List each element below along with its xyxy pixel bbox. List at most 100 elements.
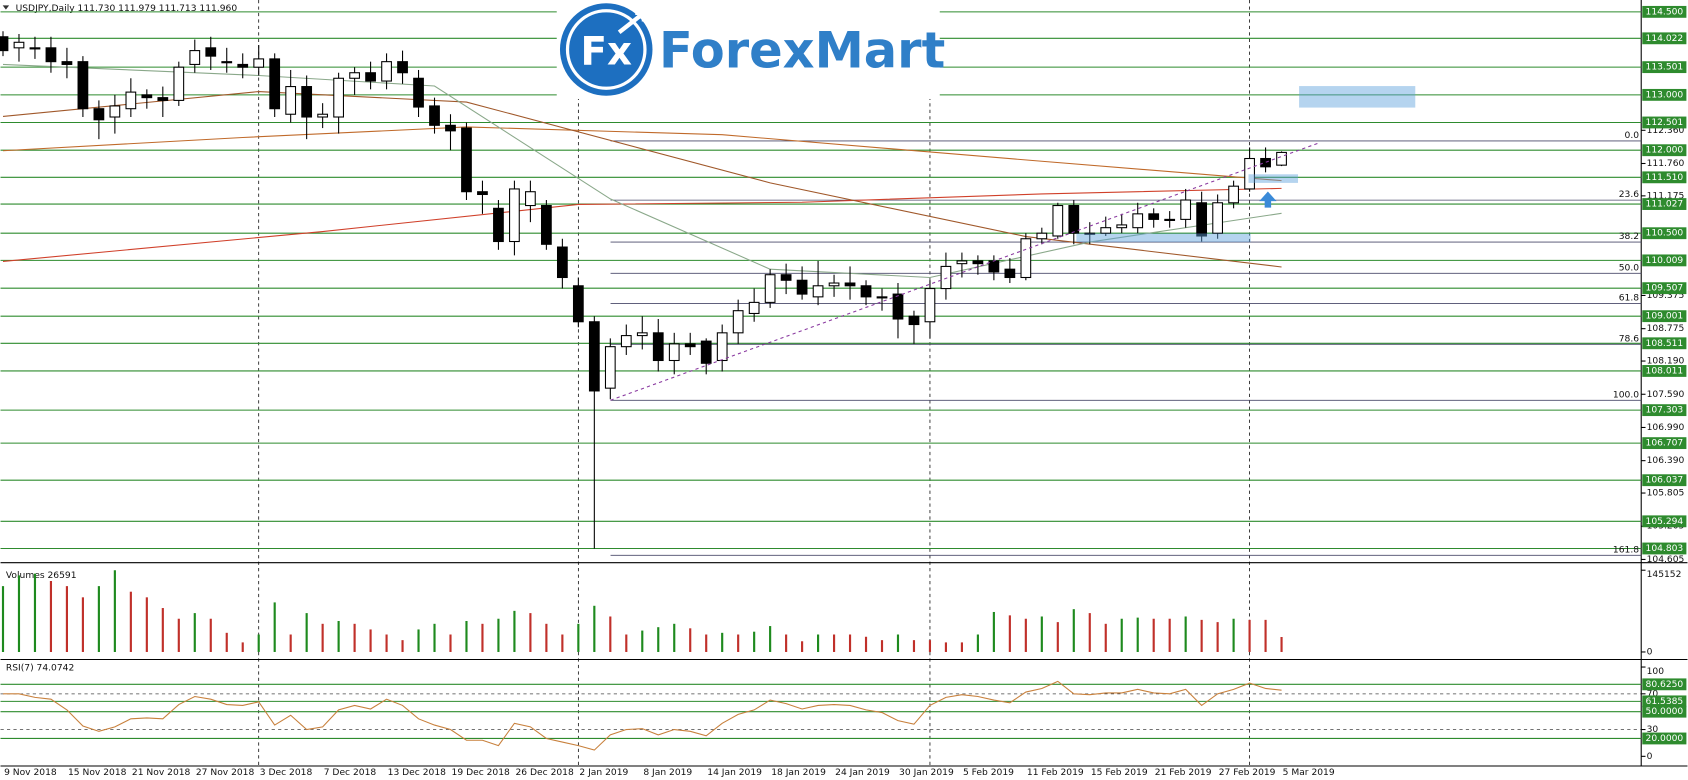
fib-label: 61.8 [1619, 294, 1640, 304]
level-label: 20.0000 [1646, 734, 1684, 744]
level-label: 111.027 [1646, 200, 1684, 210]
candle-body [61, 61, 73, 65]
candle-body [668, 343, 680, 362]
y-tick-label: 100 [1647, 667, 1665, 677]
x-tick-label: 5 Mar 2019 [1283, 768, 1335, 778]
level-label: 110.009 [1646, 256, 1684, 266]
candle-body [1116, 224, 1128, 229]
x-tick-label: 13 Dec 2018 [388, 768, 446, 778]
candle-body [1244, 157, 1255, 190]
candle-body [556, 246, 568, 279]
fib-label: 50.0 [1619, 263, 1640, 273]
candle-body [604, 346, 616, 389]
fib-label: 0.0 [1625, 131, 1640, 141]
candle-body [477, 191, 488, 196]
zone [1076, 233, 1251, 243]
level-label: 108.011 [1646, 366, 1684, 376]
candle-body [157, 97, 169, 101]
level-label: 106.037 [1646, 476, 1684, 486]
logo-mark: Fx [581, 29, 632, 74]
candle-body [684, 343, 696, 348]
candle-body [125, 91, 137, 110]
level-label: 114.022 [1646, 34, 1684, 44]
x-tick-label: 30 Jan 2019 [899, 768, 954, 778]
candle-body [988, 260, 1000, 273]
candle-body [1276, 151, 1287, 166]
candle-body [1036, 232, 1048, 240]
level-label: 109.001 [1646, 312, 1684, 322]
x-tick-label: 21 Feb 2019 [1155, 768, 1212, 778]
candle-body [652, 332, 664, 362]
candle-body [0, 36, 9, 52]
x-tick-label: 27 Nov 2018 [196, 768, 255, 778]
candle-body [1180, 199, 1192, 220]
fib-label: 38.2 [1619, 232, 1639, 242]
x-tick-label: 24 Jan 2019 [835, 768, 890, 778]
y-tick-label: 0 [1647, 752, 1653, 762]
candle-body [1196, 202, 1208, 237]
logo-ring [565, 9, 647, 90]
candle-body [429, 105, 440, 126]
x-tick-label: 7 Dec 2018 [324, 768, 377, 778]
pane-title: Volumes 26591 [6, 571, 77, 581]
candle-body [1052, 205, 1064, 237]
candle-body [860, 285, 872, 298]
candle-body [397, 61, 408, 74]
fib-label: 78.6 [1619, 334, 1640, 344]
level-label: 107.303 [1646, 406, 1684, 416]
candle-body [924, 288, 936, 323]
x-tick-label: 21 Nov 2018 [132, 768, 191, 778]
level-tag [1642, 32, 1687, 45]
level-tag [1642, 695, 1687, 708]
x-tick-label: 26 Dec 2018 [515, 768, 573, 778]
y-tick-label: 108.190 [1647, 357, 1685, 367]
candle-body [972, 260, 984, 265]
moving-average [2, 91, 1282, 268]
level-label: 112.501 [1646, 118, 1684, 128]
level-tag [1642, 116, 1687, 129]
candle-body [541, 205, 552, 245]
level-label: 104.803 [1646, 544, 1684, 554]
candle-body [365, 72, 376, 82]
x-tick-label: 8 Jan 2019 [643, 768, 692, 778]
y-tick-label: 106.390 [1647, 456, 1685, 466]
symbol-menu-icon [2, 5, 10, 10]
x-tick-label: 15 Nov 2018 [68, 768, 127, 778]
level-tag [1642, 705, 1687, 718]
y-tick-label: 70 [1647, 689, 1659, 699]
candle-body [940, 265, 952, 290]
candle-body [828, 282, 840, 287]
candle-body [141, 94, 153, 99]
drawings: Fx ForexMart [2, 0, 1416, 401]
candle-body [700, 340, 712, 364]
y-tick-label: 109.375 [1647, 291, 1685, 301]
pane-title: RSI(7) 74.0742 [6, 664, 74, 674]
candle-body [493, 207, 504, 243]
candle-body [301, 86, 313, 118]
moving-average [2, 63, 1282, 279]
candle-body [620, 335, 632, 348]
candle-body [1212, 202, 1224, 234]
level-tag [1642, 515, 1687, 528]
level-label: 113.000 [1646, 90, 1684, 100]
moving-average [2, 187, 1282, 262]
candle-body [45, 47, 57, 63]
level-label: 50.0000 [1646, 707, 1684, 717]
candle-body [189, 50, 201, 65]
candle-body [876, 296, 888, 299]
moving-average [2, 126, 1282, 182]
level-tag [1642, 88, 1687, 101]
level-tag [1642, 5, 1687, 18]
y-tick-label: 107.590 [1647, 390, 1685, 400]
level-label: 106.707 [1646, 439, 1684, 449]
level-tag [1642, 337, 1687, 350]
candle-body [413, 77, 424, 108]
fib-label: 161.8 [1613, 545, 1639, 555]
level-label: 108.511 [1646, 339, 1684, 349]
candle-body [908, 315, 920, 326]
level-tag [1642, 310, 1687, 323]
candle-body [77, 61, 89, 110]
